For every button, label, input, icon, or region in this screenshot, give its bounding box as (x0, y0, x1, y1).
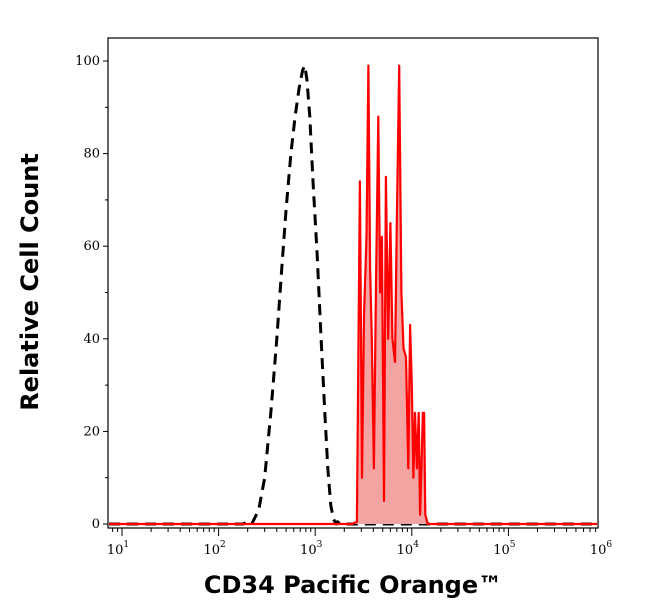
y-tick-label: 100 (75, 54, 100, 69)
y-tick-label: 0 (92, 517, 100, 532)
y-tick-label: 80 (83, 147, 100, 162)
y-tick-label: 40 (83, 332, 100, 347)
x-tick-base: 10 (107, 543, 124, 558)
x-tick-exponent: 2 (220, 540, 226, 550)
x-tick-exponent: 3 (317, 540, 323, 550)
y-tick-label: 20 (83, 424, 100, 439)
y-axis-title: Relative Cell Count (16, 153, 44, 411)
x-tick-base: 10 (300, 543, 317, 558)
x-tick-exponent: 5 (510, 540, 516, 550)
x-tick-label: 101 (107, 540, 129, 558)
x-tick-base: 10 (493, 543, 510, 558)
x-tick-exponent: 4 (413, 540, 419, 550)
x-tick-label: 102 (203, 540, 225, 558)
x-tick-label: 105 (493, 540, 516, 558)
series-1-line (109, 64, 597, 526)
x-tick-exponent: 1 (123, 540, 129, 550)
plot-border (107, 37, 599, 529)
series-0-line (109, 64, 597, 526)
plot-frame (107, 37, 599, 529)
y-axis-ticks: 0 20 40 60 80 100 (75, 54, 108, 532)
x-tick-exponent: 6 (606, 540, 612, 550)
y-tick-label: 60 (83, 239, 100, 254)
x-axis-title: CD34 Pacific Orange™ (204, 571, 502, 599)
x-tick-label: 103 (300, 540, 323, 558)
x-tick-base: 10 (203, 543, 220, 558)
x-axis-ticks: 101 102 103 104 105 106 (107, 528, 613, 558)
x-tick-base: 10 (590, 543, 607, 558)
x-tick-base: 10 (397, 543, 414, 558)
plot-layer (109, 64, 597, 526)
x-tick-label: 104 (397, 540, 420, 558)
series-1-area (109, 65, 597, 524)
x-tick-label: 106 (590, 540, 613, 558)
